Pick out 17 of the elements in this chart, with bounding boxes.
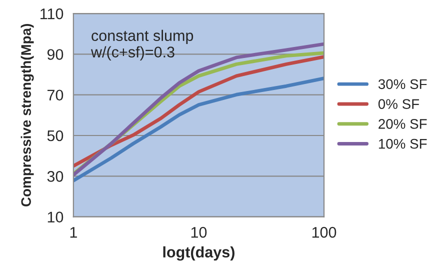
- x-tick-label: 100: [312, 226, 336, 238]
- y-axis-title: Compressive strength(Mpa): [20, 24, 34, 206]
- legend-label: 0% SF: [378, 99, 420, 109]
- y-tick-label: 90: [47, 49, 64, 60]
- y-tick-label: 70: [48, 90, 64, 101]
- x-tick-label: 1: [70, 227, 77, 238]
- x-axis-title: logt(days): [163, 246, 234, 261]
- y-tick-label: 10: [48, 212, 64, 222]
- x-tick-label: 10: [191, 226, 207, 238]
- annotation: constant slump: [92, 30, 194, 44]
- legend-label: 20% SF: [378, 119, 427, 129]
- y-tick-label: 110: [40, 8, 64, 20]
- y-tick-label: 50: [47, 130, 64, 142]
- legend-label: 10% SF: [378, 138, 427, 149]
- y-tick-label: 30: [47, 171, 64, 182]
- annotation: w/(c+sf)=0.3: [90, 46, 174, 60]
- legend-label: 30% SF: [378, 79, 427, 90]
